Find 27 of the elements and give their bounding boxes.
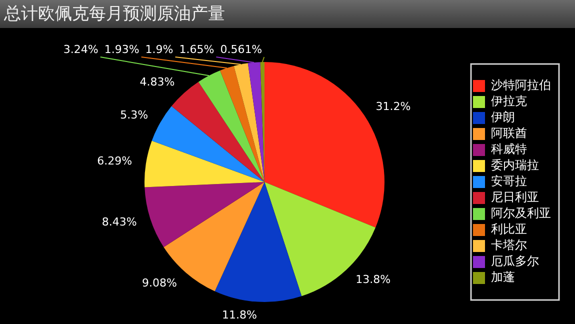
legend-label: 尼日利亚 xyxy=(491,190,539,204)
legend-label: 阿尔及利亚 xyxy=(491,206,551,220)
data-label: 3.24% xyxy=(63,42,98,56)
legend-label: 委内瑞拉 xyxy=(491,158,539,172)
data-label: 11.8% xyxy=(222,308,257,322)
data-label: 9.08% xyxy=(142,276,177,290)
legend-label: 卡塔尔 xyxy=(491,238,527,252)
chart-title: 总计欧佩克每月预测原油产量 xyxy=(0,0,575,28)
data-label: 31.2% xyxy=(376,100,411,114)
data-label: 8.43% xyxy=(102,216,137,229)
legend-label: 阿联酋 xyxy=(491,126,527,140)
legend-label: 沙特阿拉伯 xyxy=(491,78,551,92)
legend-label: 安哥拉 xyxy=(491,174,527,188)
legend-label: 利比亚 xyxy=(491,222,527,236)
legend-label: 伊拉克 xyxy=(491,94,527,108)
data-label: 6.29% xyxy=(97,154,132,168)
data-label: 5.3% xyxy=(120,108,148,122)
legend-label: 加蓬 xyxy=(491,270,515,284)
data-label: 1.9% xyxy=(145,42,174,56)
data-label: 13.8% xyxy=(356,273,391,286)
legend-label: 科威特 xyxy=(491,142,527,156)
legend-label: 厄瓜多尔 xyxy=(491,254,539,268)
data-label: 1.65% xyxy=(179,42,214,56)
legend-label: 伊朗 xyxy=(491,110,515,124)
data-label: 1.93% xyxy=(104,42,140,56)
data-label: 4.83% xyxy=(140,75,175,88)
data-label: 0.561% xyxy=(220,42,262,56)
